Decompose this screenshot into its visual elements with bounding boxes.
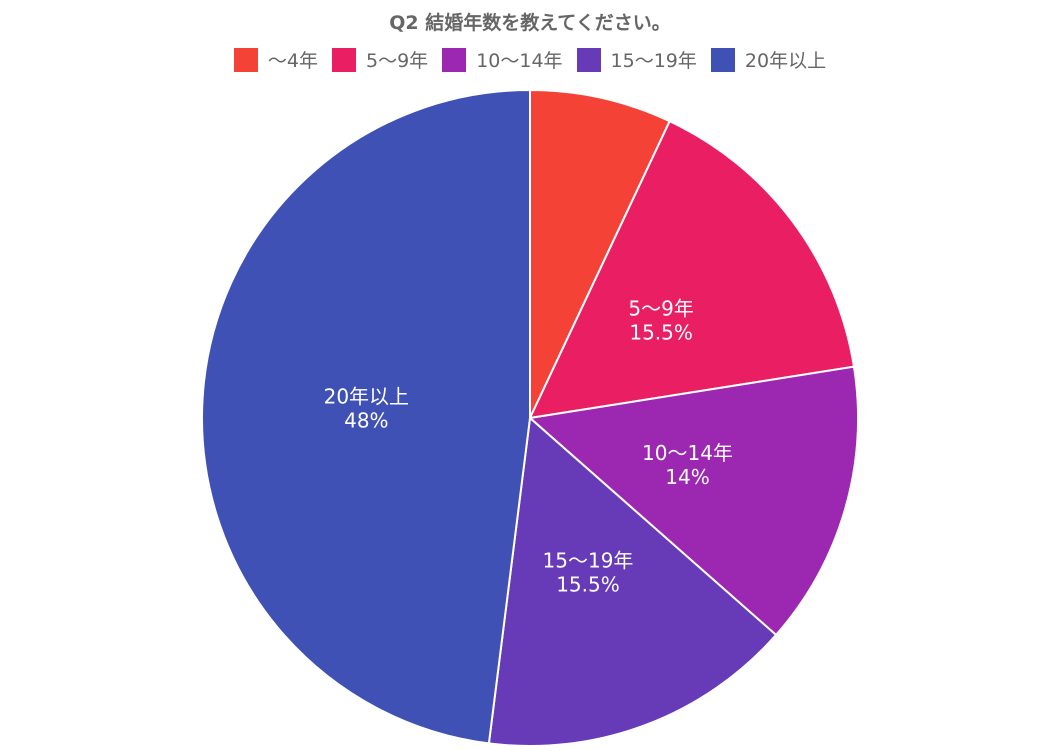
legend-label-1: 5〜9年 xyxy=(366,50,429,72)
legend-label-2: 10〜14年 xyxy=(476,50,563,72)
slice-value-label-1: 15.5% xyxy=(629,321,693,345)
pie-slice-0[interactable] xyxy=(529,88,671,419)
legend-item-2[interactable]: 10〜14年 xyxy=(442,46,563,73)
pie-slice-1[interactable] xyxy=(528,119,856,420)
legend-swatch-2 xyxy=(442,47,467,72)
legend-swatch-1 xyxy=(332,47,356,72)
legend-label-3: 15〜19年 xyxy=(610,50,697,72)
slice-category-label-4: 20年以上 xyxy=(324,385,409,409)
pie-slice-4[interactable] xyxy=(201,88,531,745)
legend-swatch-4 xyxy=(710,47,735,72)
pie-slice-2[interactable] xyxy=(527,365,859,637)
slice-value-label-4: 48% xyxy=(344,409,388,433)
legend-label-0: 〜4年 xyxy=(267,50,318,72)
legend-item-4[interactable]: 20年以上 xyxy=(710,46,827,73)
legend-item-1[interactable]: 5〜9年 xyxy=(332,46,428,73)
chart-legend: 〜4年 5〜9年 10〜14年 15〜19年 20年以上 xyxy=(0,46,1060,73)
slice-value-label-2: 14% xyxy=(665,465,709,489)
legend-swatch-3 xyxy=(576,47,601,72)
legend-item-3[interactable]: 15〜19年 xyxy=(576,46,697,73)
slice-category-label-2: 10〜14年 xyxy=(642,441,733,465)
legend-label-4: 20年以上 xyxy=(744,50,827,72)
pie-slice-3[interactable] xyxy=(487,416,778,747)
legend-item-0[interactable]: 〜4年 xyxy=(233,46,318,73)
legend-swatch-0 xyxy=(233,47,258,72)
chart-title: Q2 結婚年数を教えてください。 xyxy=(389,12,671,34)
slice-category-label-3: 15〜19年 xyxy=(543,548,634,572)
slice-category-label-1: 5〜9年 xyxy=(628,297,693,321)
slice-value-label-3: 15.5% xyxy=(556,572,620,596)
